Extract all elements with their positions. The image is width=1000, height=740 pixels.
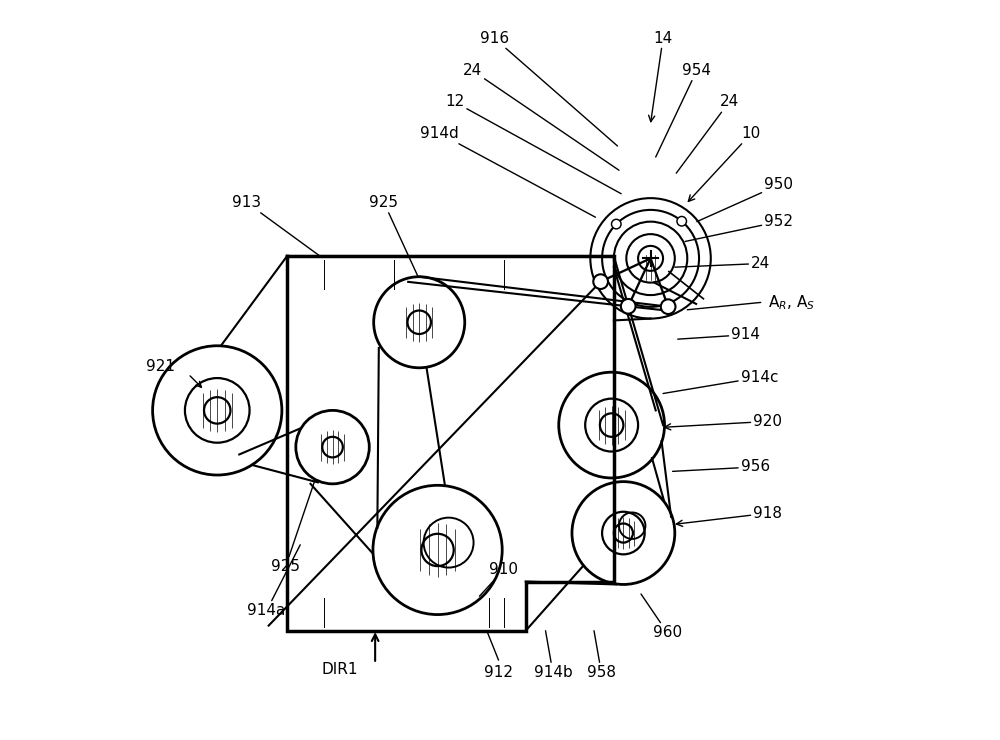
Text: 912: 912 — [484, 665, 513, 680]
Text: 914b: 914b — [534, 630, 572, 680]
Text: 914: 914 — [678, 327, 760, 342]
Circle shape — [621, 299, 636, 314]
Text: 10: 10 — [688, 126, 761, 201]
Text: 12: 12 — [445, 95, 621, 194]
Text: 920: 920 — [665, 414, 782, 430]
Text: A$_R$, A$_S$: A$_R$, A$_S$ — [768, 293, 815, 312]
Text: 950: 950 — [697, 178, 793, 222]
Text: 960: 960 — [641, 594, 682, 640]
Text: DIR1: DIR1 — [322, 662, 358, 677]
Text: 921: 921 — [146, 359, 175, 374]
Text: 910: 910 — [479, 562, 518, 596]
Text: 913: 913 — [232, 195, 320, 256]
Text: 954: 954 — [656, 63, 711, 157]
Text: 925: 925 — [271, 480, 315, 574]
Circle shape — [593, 275, 608, 289]
Text: 914d: 914d — [420, 126, 595, 218]
Text: 916: 916 — [480, 30, 618, 146]
Text: 918: 918 — [676, 505, 782, 526]
Text: 24: 24 — [676, 95, 739, 173]
Text: 914c: 914c — [663, 370, 778, 394]
Text: 956: 956 — [673, 460, 770, 474]
Text: 24: 24 — [675, 256, 770, 271]
Text: 958: 958 — [587, 630, 616, 680]
Circle shape — [612, 219, 621, 229]
Text: 914a: 914a — [247, 545, 300, 619]
Text: 14: 14 — [649, 30, 673, 121]
Text: 24: 24 — [462, 63, 619, 170]
Text: 952: 952 — [685, 214, 793, 241]
Circle shape — [677, 217, 686, 226]
Text: 925: 925 — [369, 195, 418, 276]
Circle shape — [661, 300, 675, 314]
